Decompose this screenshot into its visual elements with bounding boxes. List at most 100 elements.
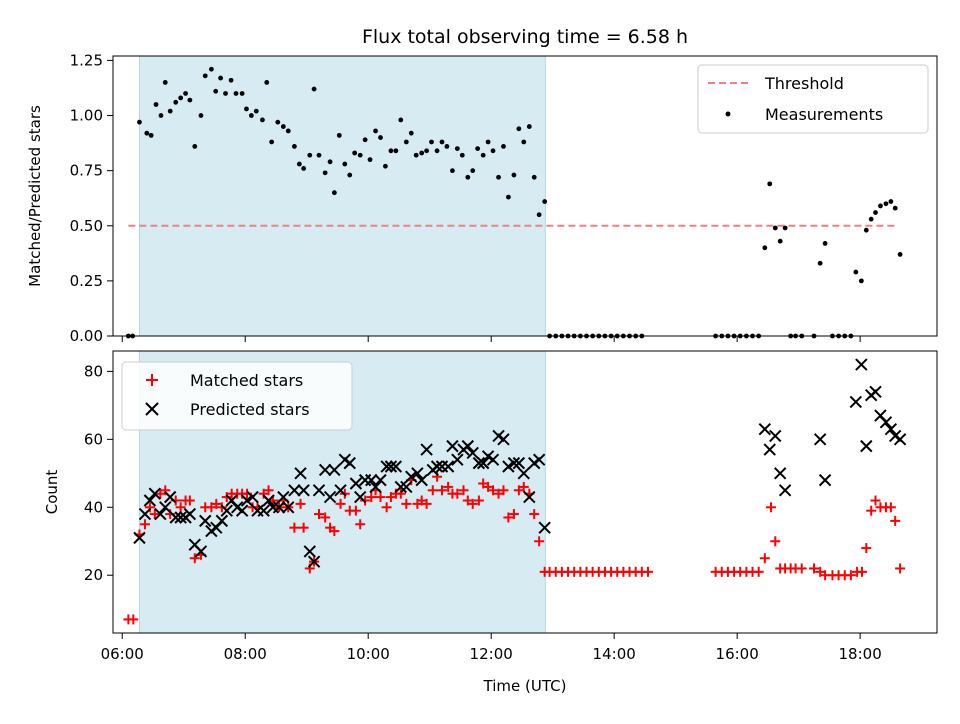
measurement-point	[485, 139, 491, 145]
top-y-axis-label: Matched/Predicted stars	[26, 105, 44, 287]
predicted-star-point	[262, 494, 275, 507]
measurement-point	[439, 139, 445, 145]
predicted-star-point	[154, 507, 167, 521]
predicted-star-point	[303, 545, 316, 558]
measurement-point	[233, 91, 239, 96]
matched-star-point	[890, 515, 901, 526]
measurement-point	[316, 152, 322, 158]
measurement-point	[158, 113, 164, 118]
predicted-star-point	[512, 456, 526, 470]
measurement-point	[511, 172, 517, 178]
top-highlight-group	[138, 55, 546, 337]
top-x-ticks	[121, 336, 861, 342]
matched-star-point	[427, 485, 438, 496]
predicted-star-point	[869, 385, 882, 398]
predicted-star-point	[297, 484, 310, 497]
matched-star-point	[642, 566, 653, 577]
measurement-point	[863, 227, 869, 233]
measurement-point	[362, 137, 368, 143]
measurement-point	[327, 159, 333, 165]
measurement-point	[424, 148, 430, 154]
matched-star-point	[809, 563, 820, 574]
y-tick-label: 40	[84, 498, 103, 516]
y-tick-label: 1.00	[70, 107, 103, 125]
measurement-point	[153, 102, 159, 107]
measurement-point	[454, 146, 460, 151]
legend-predicted-swatch	[145, 402, 159, 416]
matched-star-point	[355, 519, 366, 530]
matched-star-point	[160, 485, 171, 496]
predicted-star-point	[374, 473, 387, 487]
predicted-star-point	[879, 416, 893, 429]
measurement-point	[419, 150, 425, 156]
legend-matched-swatch	[146, 374, 158, 386]
measurement-point	[521, 139, 527, 145]
measurement-point	[434, 148, 440, 154]
x-tick-label: 16:00	[716, 645, 759, 663]
predicted-star-point	[758, 422, 772, 436]
measurement-point	[187, 97, 193, 103]
predicted-star-point	[365, 473, 378, 487]
predicted-star-point	[240, 494, 254, 507]
bottom-legend: Matched stars Predicted stars	[121, 361, 353, 431]
measurement-point	[536, 212, 542, 218]
measurement-point	[470, 168, 476, 174]
matched-star-point	[856, 566, 867, 577]
predicted-star-point	[246, 490, 259, 504]
chart-title: Flux total observing time = 6.58 h	[362, 26, 688, 48]
predicted-star-point	[235, 504, 249, 517]
predicted-star-point	[307, 555, 321, 568]
legend-predicted-label: Predicted stars	[190, 400, 310, 419]
predicted-star-point	[272, 501, 286, 514]
measurement-point	[239, 91, 245, 96]
predicted-star-point	[174, 511, 187, 524]
predicted-star-point	[532, 453, 546, 466]
measurement-point	[496, 174, 501, 180]
predicted-star-point	[773, 467, 787, 480]
measurement-point	[144, 130, 150, 136]
predicted-star-point	[769, 429, 782, 443]
predicted-star-point	[353, 490, 367, 504]
measurement-point	[465, 174, 471, 180]
matched-star-point	[866, 505, 877, 516]
matched-star-point	[759, 553, 770, 564]
matched-star-point	[375, 492, 386, 503]
matched-star-point	[534, 536, 545, 547]
matched-star-point	[895, 563, 906, 574]
measurement-point	[178, 95, 184, 101]
predicted-star-point	[318, 463, 332, 477]
matched-star-point	[845, 570, 856, 581]
measurement-point	[822, 241, 828, 246]
predicted-star-point	[384, 460, 398, 473]
matched-star-point	[184, 495, 195, 506]
measurement-point	[408, 130, 414, 136]
measurement-point	[403, 139, 409, 145]
measurement-point	[526, 124, 532, 129]
measurement-point	[269, 139, 275, 145]
predicted-star-point	[497, 433, 510, 446]
measurement-point	[480, 152, 486, 158]
measurement-point	[398, 117, 404, 123]
matched-star-point	[329, 526, 340, 537]
matched-star-point	[320, 512, 331, 523]
measurement-point	[777, 238, 783, 244]
measurement-point	[767, 181, 773, 187]
y-tick-label: 1.25	[70, 51, 103, 69]
top-highlight-span	[138, 55, 546, 337]
predicted-star-point	[169, 511, 182, 524]
measurement-point	[213, 88, 219, 94]
top-panel-ratio: 0.00 0.25 0.50 0.75 1.00 1.25 Matched/Predict…	[26, 51, 938, 345]
predicted-star-point	[159, 501, 172, 514]
measurement-point	[505, 194, 511, 200]
matched-star-point	[508, 509, 519, 520]
measurement-point	[198, 113, 204, 118]
predicted-star-point	[343, 456, 356, 470]
matched-star-point	[335, 498, 346, 509]
measurement-point	[383, 163, 388, 169]
y-tick-label: 20	[84, 566, 103, 584]
matched-star-point	[870, 495, 881, 506]
measurement-point	[817, 260, 823, 266]
x-tick-label: 18:00	[839, 645, 882, 663]
measurement-point	[244, 106, 249, 112]
